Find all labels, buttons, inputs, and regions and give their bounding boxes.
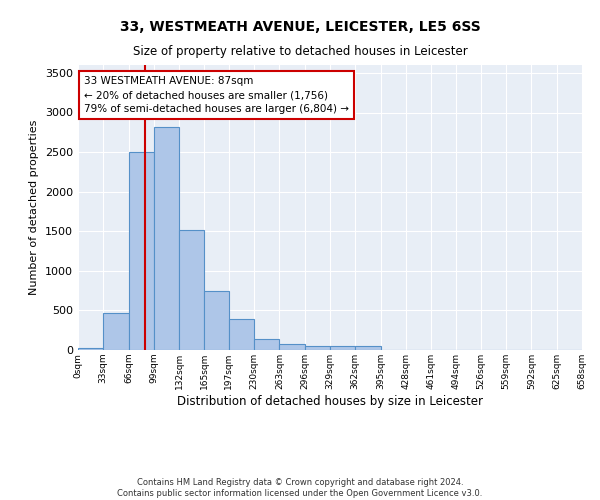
Text: Contains HM Land Registry data © Crown copyright and database right 2024.
Contai: Contains HM Land Registry data © Crown c… bbox=[118, 478, 482, 498]
Text: 33, WESTMEATH AVENUE, LEICESTER, LE5 6SS: 33, WESTMEATH AVENUE, LEICESTER, LE5 6SS bbox=[119, 20, 481, 34]
Bar bbox=[128, 152, 154, 350]
Bar bbox=[179, 230, 205, 350]
Bar bbox=[205, 292, 229, 350]
Text: 33 WESTMEATH AVENUE: 87sqm
← 20% of detached houses are smaller (1,756)
79% of s: 33 WESTMEATH AVENUE: 87sqm ← 20% of deta… bbox=[84, 76, 349, 114]
Bar bbox=[330, 346, 355, 350]
Bar bbox=[355, 346, 380, 350]
Bar bbox=[254, 339, 280, 350]
Bar bbox=[305, 346, 330, 350]
Bar bbox=[280, 344, 305, 350]
Text: Size of property relative to detached houses in Leicester: Size of property relative to detached ho… bbox=[133, 45, 467, 58]
Bar bbox=[78, 348, 103, 350]
X-axis label: Distribution of detached houses by size in Leicester: Distribution of detached houses by size … bbox=[177, 394, 483, 407]
Bar bbox=[154, 126, 179, 350]
Bar bbox=[229, 319, 254, 350]
Y-axis label: Number of detached properties: Number of detached properties bbox=[29, 120, 40, 295]
Bar bbox=[103, 313, 128, 350]
